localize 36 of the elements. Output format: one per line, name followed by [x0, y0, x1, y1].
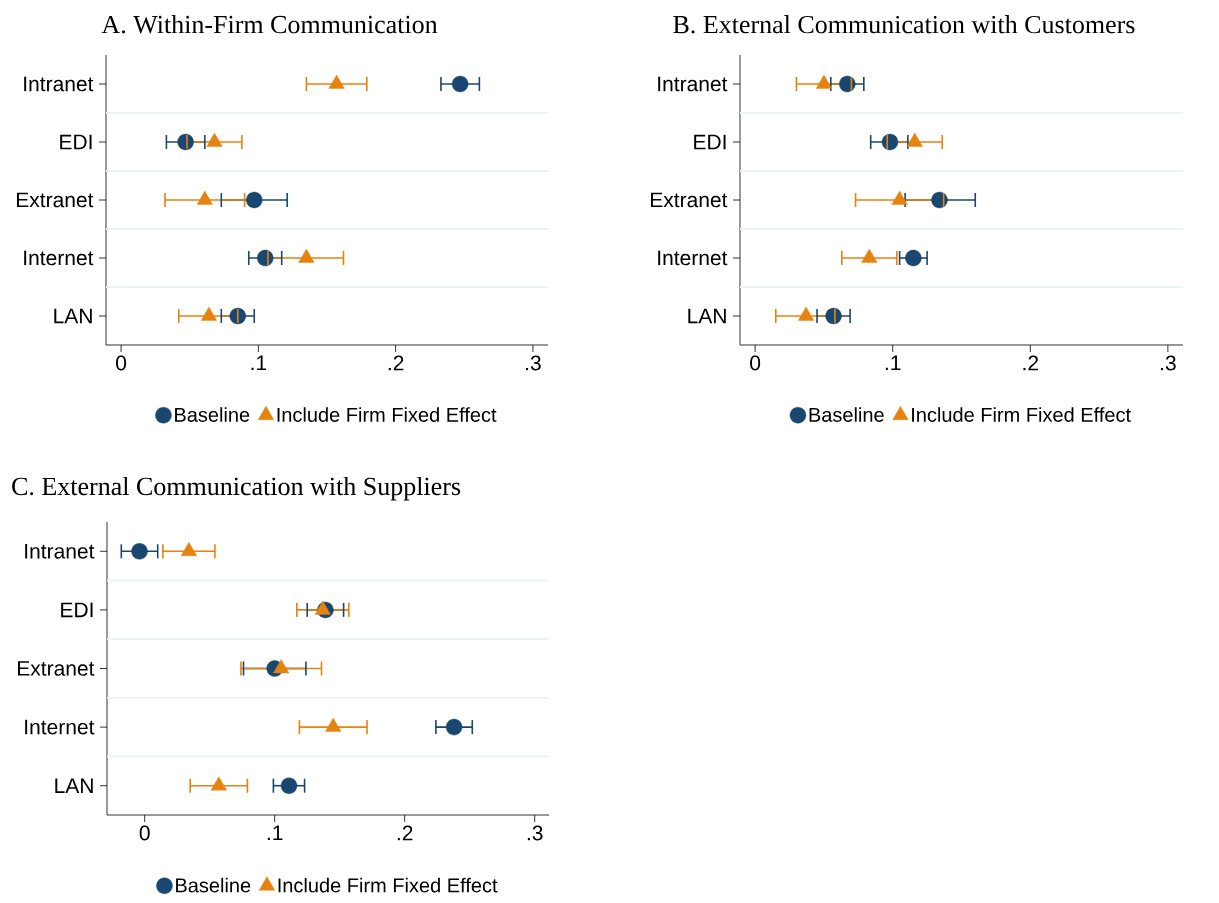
x-tick-label: 0	[139, 825, 150, 841]
y-tick-label: Intranet	[24, 76, 94, 92]
chart-title: B. External Communication with Customers	[673, 15, 1135, 34]
x-tick-label: .3	[526, 355, 541, 371]
y-tick-label: Internet	[24, 250, 94, 266]
legend-label: Baseline	[809, 407, 884, 422]
x-tick-label: 0	[750, 355, 761, 371]
y-tick-label: LAN	[54, 308, 92, 324]
y-tick-label: Intranet	[25, 543, 95, 559]
chart-title: C. External Communication with Suppliers	[12, 476, 461, 501]
x-tick-label: .2	[1023, 355, 1038, 371]
y-tick-label: EDI	[61, 602, 93, 618]
legend-label: Include Firm Fixed Effect	[278, 877, 498, 893]
y-tick-label: EDI	[60, 134, 92, 150]
x-tick-label: .1	[251, 355, 267, 370]
x-tick-label: .3	[1161, 355, 1176, 371]
x-tick-label: .1	[267, 825, 283, 840]
x-tick-label: .2	[388, 355, 404, 371]
y-tick-label: Extranet	[16, 192, 94, 208]
chart-title: A. Within-Firm Communication	[101, 15, 438, 34]
y-tick-label: Extranet	[17, 661, 95, 676]
y-tick-label: Intranet	[658, 76, 728, 92]
x-tick-label: .1	[885, 355, 901, 370]
y-tick-label: Internet	[658, 250, 728, 266]
legend-label: Baseline	[176, 877, 251, 893]
legend-label: Baseline	[175, 407, 250, 422]
y-tick-label: LAN	[688, 308, 726, 324]
legend-label: Include Firm Fixed Effect	[277, 407, 497, 422]
x-tick-label: .3	[527, 825, 543, 841]
x-tick-label: 0	[116, 355, 127, 371]
legend-label: Include Firm Fixed Effect	[912, 407, 1131, 422]
y-tick-label: Extranet	[650, 192, 728, 208]
y-tick-label: LAN	[55, 778, 93, 793]
x-tick-label: .2	[397, 825, 413, 841]
y-tick-label: Internet	[25, 719, 95, 735]
y-tick-label: EDI	[694, 134, 726, 150]
